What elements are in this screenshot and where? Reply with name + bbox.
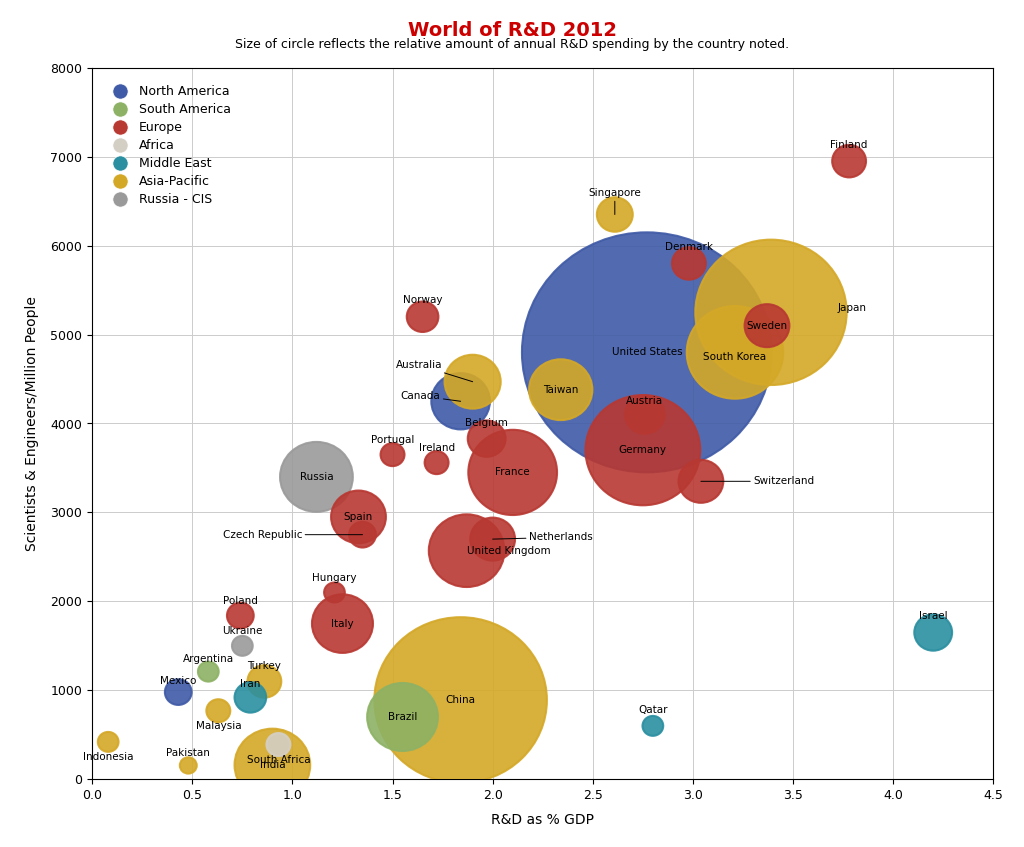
Text: Brazil: Brazil xyxy=(388,712,417,722)
X-axis label: R&D as % GDP: R&D as % GDP xyxy=(492,813,594,827)
Text: Singapore: Singapore xyxy=(589,189,641,214)
Text: United States: United States xyxy=(611,347,682,357)
Ellipse shape xyxy=(642,716,664,736)
Ellipse shape xyxy=(266,733,291,756)
Ellipse shape xyxy=(744,304,790,347)
Text: Taiwan: Taiwan xyxy=(543,385,579,395)
Ellipse shape xyxy=(98,732,119,752)
Text: Denmark: Denmark xyxy=(665,242,713,252)
Ellipse shape xyxy=(625,396,665,434)
Ellipse shape xyxy=(833,145,866,177)
Ellipse shape xyxy=(407,302,438,332)
Ellipse shape xyxy=(470,518,515,561)
Ellipse shape xyxy=(687,306,783,399)
Text: Pakistan: Pakistan xyxy=(166,748,210,758)
Ellipse shape xyxy=(381,443,404,466)
Ellipse shape xyxy=(180,757,197,773)
Text: Iran: Iran xyxy=(241,678,260,689)
Ellipse shape xyxy=(914,614,952,650)
Text: South Africa: South Africa xyxy=(247,756,310,765)
Ellipse shape xyxy=(672,247,706,280)
Text: Austria: Austria xyxy=(627,396,664,406)
Ellipse shape xyxy=(695,240,847,385)
Ellipse shape xyxy=(431,374,489,429)
Ellipse shape xyxy=(165,679,191,705)
Ellipse shape xyxy=(331,490,386,543)
Text: South Korea: South Korea xyxy=(703,352,767,362)
Text: Japan: Japan xyxy=(837,303,866,313)
Ellipse shape xyxy=(586,395,700,506)
Ellipse shape xyxy=(312,595,373,653)
Text: Ukraine: Ukraine xyxy=(222,626,262,636)
Ellipse shape xyxy=(280,442,353,512)
Text: France: France xyxy=(496,468,530,478)
Text: India: India xyxy=(259,760,286,770)
Text: Indonesia: Indonesia xyxy=(83,751,133,761)
Text: Russia: Russia xyxy=(300,472,333,482)
Text: Mexico: Mexico xyxy=(160,676,197,686)
Text: Sweden: Sweden xyxy=(746,321,787,330)
Ellipse shape xyxy=(468,420,506,457)
Ellipse shape xyxy=(234,728,310,801)
Ellipse shape xyxy=(227,603,254,628)
Ellipse shape xyxy=(529,359,593,420)
Text: Norway: Norway xyxy=(402,296,442,305)
Text: Ireland: Ireland xyxy=(419,443,455,453)
Text: United Kingdom: United Kingdom xyxy=(467,545,550,556)
Ellipse shape xyxy=(349,522,376,547)
Ellipse shape xyxy=(679,460,723,503)
Text: Czech Republic: Czech Republic xyxy=(223,529,362,540)
Text: Israel: Israel xyxy=(919,611,947,621)
Text: Germany: Germany xyxy=(618,446,667,455)
Ellipse shape xyxy=(444,355,501,408)
Text: World of R&D 2012: World of R&D 2012 xyxy=(408,21,616,40)
Text: Finland: Finland xyxy=(830,140,867,150)
Text: Italy: Italy xyxy=(331,618,353,628)
Ellipse shape xyxy=(375,617,547,783)
Ellipse shape xyxy=(429,514,505,587)
Legend: North America, South America, Europe, Africa, Middle East, Asia-Pacific, Russia : North America, South America, Europe, Af… xyxy=(108,85,230,206)
Text: Malaysia: Malaysia xyxy=(196,722,241,732)
Text: Portugal: Portugal xyxy=(371,435,415,445)
Ellipse shape xyxy=(325,583,345,602)
Y-axis label: Scientists & Engineers/Million People: Scientists & Engineers/Million People xyxy=(26,296,39,551)
Text: Australia: Australia xyxy=(396,360,473,382)
Text: Size of circle reflects the relative amount of annual R&D spending by the countr: Size of circle reflects the relative amo… xyxy=(234,38,790,51)
Ellipse shape xyxy=(248,665,282,698)
Text: Belgium: Belgium xyxy=(465,418,508,428)
Ellipse shape xyxy=(425,451,449,474)
Text: Turkey: Turkey xyxy=(248,661,282,671)
Ellipse shape xyxy=(522,232,772,473)
Text: Spain: Spain xyxy=(344,512,373,522)
Ellipse shape xyxy=(368,683,438,751)
Ellipse shape xyxy=(597,197,633,232)
Text: Argentina: Argentina xyxy=(182,654,233,664)
Ellipse shape xyxy=(207,700,230,722)
Ellipse shape xyxy=(234,682,266,712)
Ellipse shape xyxy=(468,429,557,515)
Ellipse shape xyxy=(198,662,219,682)
Text: Netherlands: Netherlands xyxy=(493,532,593,542)
Text: Hungary: Hungary xyxy=(312,573,356,583)
Text: Switzerland: Switzerland xyxy=(700,476,814,486)
Text: Poland: Poland xyxy=(223,595,258,606)
Text: China: China xyxy=(445,695,475,705)
Text: Canada: Canada xyxy=(400,391,461,401)
Text: Qatar: Qatar xyxy=(638,706,668,715)
Ellipse shape xyxy=(232,636,253,656)
